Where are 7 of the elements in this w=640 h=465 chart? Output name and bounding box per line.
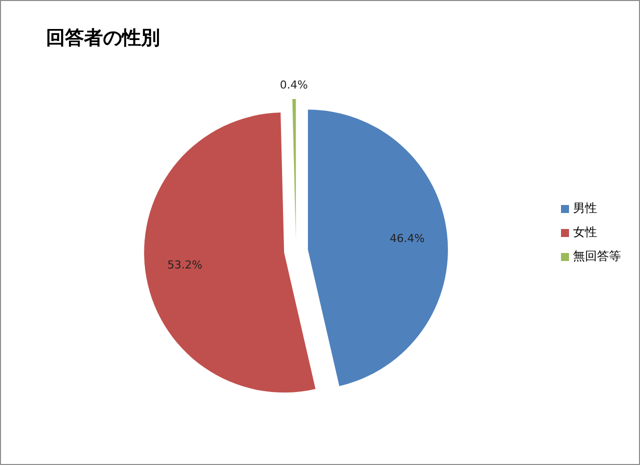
data-label: 53.2% bbox=[167, 258, 202, 272]
legend-label: 無回答等 bbox=[573, 248, 621, 265]
data-label: 0.4% bbox=[280, 78, 308, 92]
chart-title: 回答者の性別 bbox=[46, 26, 160, 51]
data-label: 46.4% bbox=[390, 232, 425, 245]
legend-label: 女性 bbox=[573, 224, 597, 241]
legend-label: 男性 bbox=[573, 200, 597, 217]
